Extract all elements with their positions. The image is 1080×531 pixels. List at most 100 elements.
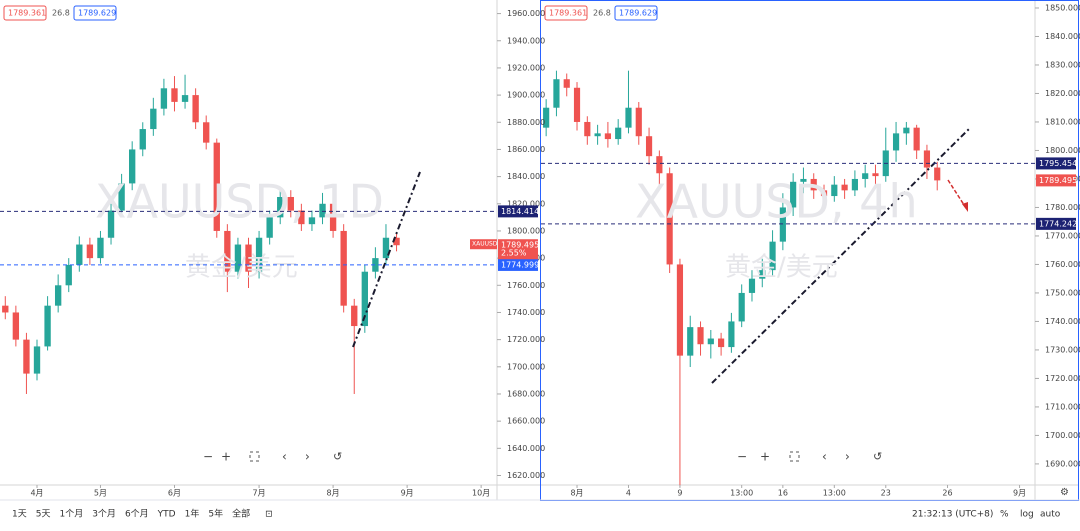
candle-body <box>361 271 368 327</box>
reset-zoom[interactable] <box>249 451 260 462</box>
last-change: 2.55% <box>501 249 527 258</box>
y-tick-label: 1840.000 <box>1045 32 1080 41</box>
candle-body <box>393 237 400 246</box>
zoom-in[interactable]: + <box>760 450 770 464</box>
range-button[interactable]: 3个月 <box>92 509 116 520</box>
candle-body <box>160 88 168 109</box>
zoom-out[interactable]: − <box>737 450 747 464</box>
y-tick-label: 1780.000 <box>1045 203 1080 212</box>
candle-body <box>841 184 848 191</box>
scroll-right[interactable]: › <box>845 450 850 464</box>
candle-body <box>573 87 581 122</box>
scale-option[interactable]: log <box>1020 510 1034 520</box>
range-button[interactable]: 6个月 <box>125 509 149 520</box>
reset[interactable]: ↺ <box>333 450 342 463</box>
watermark-title: XAUUSD, 1D <box>95 175 384 229</box>
candle-body <box>351 305 358 327</box>
ohlc-box <box>544 5 588 21</box>
scale-option[interactable]: % <box>1000 510 1009 520</box>
y-tick-label: 1820.000 <box>1045 89 1080 98</box>
symbol-label-bg <box>470 239 497 250</box>
candle-body <box>594 133 601 137</box>
candle-body <box>676 264 684 356</box>
candle-body <box>76 244 83 265</box>
watermark-subtitle: 黄金/美元 <box>185 253 298 283</box>
candle-body <box>872 173 879 177</box>
candle-body <box>584 121 591 137</box>
trend-line <box>352 171 421 348</box>
level-label: 1814.414 <box>501 207 539 216</box>
range-button[interactable]: YTD <box>157 510 176 520</box>
candle-body <box>862 173 869 179</box>
candle-body <box>86 244 94 259</box>
y-tick-label: 1770.000 <box>1045 231 1080 240</box>
y-tick-label: 1700.000 <box>507 362 545 371</box>
candle-body <box>2 305 9 313</box>
candle-body <box>923 150 931 168</box>
range-button[interactable]: 1个月 <box>59 509 83 520</box>
candle-body <box>707 338 714 345</box>
clock: 21:32:13 (UTC+8) <box>912 510 993 520</box>
candle-body <box>340 230 347 306</box>
candle-body <box>255 237 263 272</box>
y-tick-label: 1800.000 <box>1045 146 1080 155</box>
candle-body <box>129 149 136 184</box>
y-tick-label: 1640.000 <box>507 444 545 453</box>
arrow-head <box>962 202 968 212</box>
candle-body <box>298 210 305 225</box>
ohlc-value: 1789.629 <box>78 9 116 18</box>
candle-body <box>635 107 642 137</box>
ohlc-value: 26.8 <box>52 9 70 18</box>
x-tick-label: 26 <box>942 489 952 498</box>
scroll-left[interactable]: ‹ <box>282 450 287 464</box>
candle-body <box>645 136 653 157</box>
range-button[interactable]: 1年 <box>185 508 200 520</box>
candle-body <box>728 321 735 348</box>
range-button[interactable]: 5年 <box>208 508 223 520</box>
reset-zoom[interactable] <box>789 451 800 462</box>
candle-body <box>759 270 766 279</box>
range-button[interactable]: 1天 <box>12 510 27 520</box>
level-label: 1774.242 <box>1039 219 1077 228</box>
candle-body <box>738 292 745 322</box>
candle-body <box>543 107 550 128</box>
last-price: 1789.495 <box>501 241 539 250</box>
x-tick-label: 9 <box>677 489 682 498</box>
x-tick-label: 8月 <box>327 489 340 498</box>
level-label-bg <box>498 205 538 218</box>
level-label-bg <box>1036 157 1076 170</box>
range-button[interactable]: 5天 <box>36 510 51 520</box>
candle-body <box>851 178 858 191</box>
candle-body <box>203 122 210 143</box>
candle-body <box>224 230 231 272</box>
candle-body <box>266 217 273 238</box>
ohlc-value: 1789.361 <box>8 9 46 18</box>
scroll-left[interactable]: ‹ <box>822 450 827 464</box>
scale-option[interactable]: auto <box>1040 510 1061 520</box>
candle-body <box>553 79 560 108</box>
scroll-right[interactable]: › <box>305 450 310 464</box>
x-tick-label: 9月 <box>401 489 414 498</box>
candle-body <box>139 129 146 150</box>
candle-body <box>934 167 941 181</box>
range-icon: ⊡ <box>265 510 273 520</box>
last-price-bg <box>498 239 538 260</box>
ohlc-box <box>614 5 658 21</box>
y-tick-label: 1740.000 <box>507 308 545 317</box>
x-tick-label: 13:00 <box>823 489 846 498</box>
candle-body <box>308 217 316 225</box>
zoom-controls: − + ‹ › ↺ − + ‹ › ↺ <box>203 450 882 464</box>
candle-body <box>625 107 632 128</box>
y-tick-label: 1620.000 <box>507 471 545 480</box>
x-tick-label: 9月 <box>1013 489 1026 498</box>
y-tick-label: 1940.000 <box>507 36 545 45</box>
zoom-out[interactable]: − <box>203 450 213 464</box>
zoom-in[interactable]: + <box>221 450 231 464</box>
settings[interactable]: ⚙ <box>1060 487 1069 498</box>
candle-body <box>54 285 62 306</box>
x-tick-label: 7月 <box>253 489 266 498</box>
reset[interactable]: ↺ <box>873 450 882 463</box>
range-button[interactable]: 全部 <box>232 508 250 520</box>
candle-body <box>615 127 622 140</box>
